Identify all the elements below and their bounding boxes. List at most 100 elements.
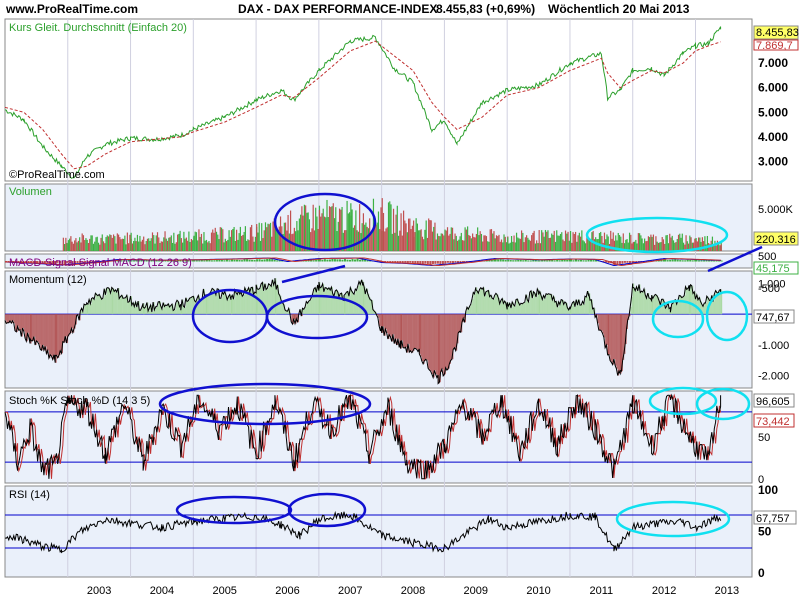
momentum-area-slice	[539, 291, 542, 315]
volume-bar	[410, 229, 412, 251]
volume-bar	[548, 237, 550, 251]
momentum-area-slice	[212, 288, 214, 315]
momentum-area-slice	[307, 303, 310, 315]
momentum-area-slice	[387, 314, 390, 340]
macd-hist-bar	[230, 259, 233, 262]
volume-bar	[439, 236, 441, 251]
volume-bar	[104, 243, 106, 251]
momentum-area-slice	[571, 305, 573, 315]
momentum-area-slice	[286, 310, 288, 315]
momentum-area-slice	[156, 306, 159, 315]
macd-hist-bar	[416, 261, 419, 264]
momentum-area-slice	[642, 292, 645, 315]
macd-hist-bar	[538, 260, 541, 262]
volume-bar	[657, 242, 660, 251]
volume-bar	[333, 218, 336, 251]
momentum-area-slice	[11, 314, 13, 324]
volume-bar	[110, 235, 112, 251]
volume-bar	[489, 229, 491, 251]
volume-bar	[700, 241, 702, 251]
momentum-area-slice	[70, 314, 72, 333]
momentum-area-slice	[347, 291, 350, 315]
volume-bar	[714, 240, 716, 251]
macd-hist-bar	[391, 261, 394, 264]
x-tick-label: 2006	[275, 585, 299, 597]
momentum-area-slice	[526, 294, 528, 315]
volume-bar	[153, 235, 155, 251]
macd-hist-bar	[674, 259, 677, 262]
volume-bar	[170, 235, 172, 251]
volume-bar	[119, 237, 121, 251]
panel-title-momentum: Momentum (12)	[9, 274, 87, 286]
volume-bar	[271, 236, 273, 251]
momentum-area-slice	[261, 283, 263, 315]
momentum-area-slice	[37, 314, 40, 342]
momentum-area-slice	[685, 286, 687, 315]
momentum-area-slice	[312, 294, 315, 315]
momentum-area-slice	[91, 298, 94, 315]
macd-hist-bar	[187, 260, 190, 262]
volume-bar	[463, 240, 465, 251]
momentum-area-slice	[574, 306, 577, 315]
momentum-area-slice	[184, 307, 187, 315]
volume-bar	[502, 242, 504, 251]
stoch-d-badge	[753, 413, 795, 428]
volume-bar	[347, 213, 349, 251]
momentum-area-slice	[682, 297, 685, 315]
volume-bar	[451, 227, 454, 251]
momentum-area-slice	[175, 303, 178, 315]
volume-bar	[377, 211, 380, 251]
site-url[interactable]: www.ProRealTime.com	[6, 2, 139, 16]
momentum-area-slice	[451, 314, 454, 360]
volume-bar	[238, 233, 240, 251]
y-tick-label: 3.000	[758, 154, 788, 168]
momentum-area-slice	[485, 291, 488, 315]
volume-bar	[573, 233, 575, 251]
momentum-area-slice	[332, 293, 335, 315]
volume-bar	[164, 231, 166, 251]
momentum-area-slice	[18, 314, 21, 331]
volume-bar	[182, 242, 184, 251]
macd-hist-bar	[637, 261, 640, 263]
volume-bar	[230, 230, 233, 251]
macd-hist-bar	[56, 261, 59, 263]
macd-hist-bar	[386, 261, 389, 263]
volume-bar	[310, 232, 312, 251]
macd-hist-bar	[361, 259, 364, 262]
macd-hist-bar	[695, 259, 698, 262]
momentum-area-slice	[467, 307, 469, 315]
macd-hist-bar	[616, 261, 619, 265]
volume-bar	[293, 227, 295, 251]
macd-hist-bar	[602, 261, 605, 262]
volume-bar	[351, 209, 353, 251]
volume-bar	[499, 241, 501, 251]
volume-bar	[571, 242, 573, 251]
momentum-area-slice	[709, 300, 711, 315]
volume-bar	[415, 218, 417, 251]
panel-title-price: Kurs Gleit. Durchschnitt (Einfach 20)	[9, 22, 187, 34]
price-line	[4, 26, 722, 179]
momentum-area-slice	[50, 314, 52, 355]
panel-title-macd: MACD-Signal Signal MACD (12 26 9)	[9, 257, 192, 269]
momentum-area-slice	[47, 314, 50, 351]
momentum-area-slice	[268, 283, 271, 315]
volume-bar	[431, 231, 434, 251]
macd-hist-bar	[444, 261, 447, 264]
volume-bar	[513, 235, 515, 251]
macd-hist-bar	[660, 259, 663, 262]
volume-bar	[620, 236, 622, 251]
macd-hist-bar	[404, 261, 407, 263]
momentum-area-slice	[536, 296, 538, 315]
volume-bar	[308, 219, 311, 251]
x-tick-label: 2013	[715, 585, 739, 597]
volume-bar	[237, 239, 239, 251]
macd-hist-bar	[401, 261, 404, 263]
momentum-area-slice	[440, 314, 443, 373]
momentum-area-slice	[104, 288, 106, 315]
volume-bar	[665, 235, 667, 251]
macd-hist-bar	[89, 261, 92, 263]
volume-bar	[490, 229, 493, 251]
volume-bar	[322, 208, 324, 251]
macd-hist-bar	[321, 259, 324, 262]
volume-bar	[549, 237, 552, 251]
